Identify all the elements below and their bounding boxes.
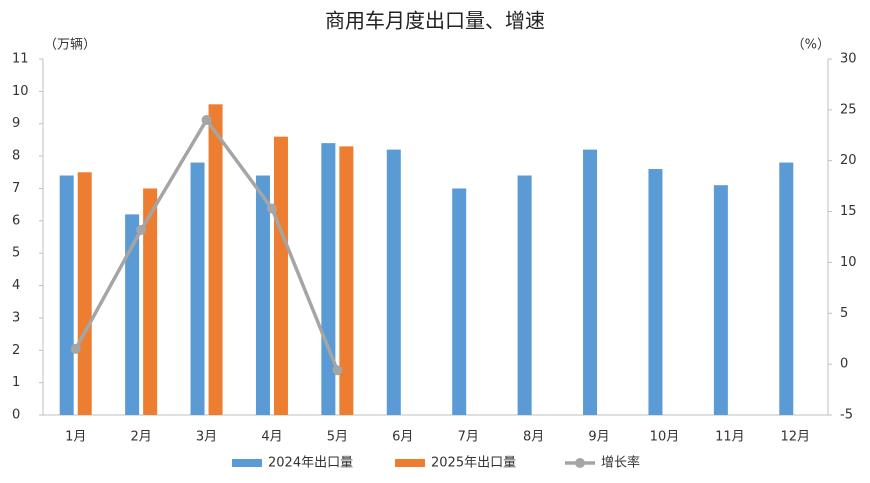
- line-point: [136, 224, 147, 235]
- bar: [208, 104, 223, 416]
- x-tick-label: 12月: [781, 430, 811, 445]
- y-tick-label: 4: [12, 278, 20, 293]
- bar: [77, 172, 92, 415]
- bar: [143, 188, 158, 415]
- y-tick-label: 2: [12, 343, 20, 358]
- y-tick-label: 0: [12, 408, 20, 423]
- bar: [583, 149, 598, 416]
- y-tick-label: 6: [12, 213, 20, 228]
- x-tick-label: 11月: [715, 430, 745, 445]
- y2-axis-label: （%）: [792, 38, 830, 53]
- bar: [779, 162, 794, 415]
- bar: [339, 146, 354, 415]
- bar: [321, 143, 336, 416]
- x-tick-label: 2月: [130, 430, 151, 445]
- legend-swatch: [395, 459, 425, 467]
- x-tick-label: 1月: [65, 430, 86, 445]
- y-tick-label: 8: [12, 149, 20, 164]
- y2-tick-label: 10: [840, 255, 857, 270]
- bar: [713, 185, 728, 415]
- bar: [59, 175, 74, 415]
- x-tick-label: 5月: [327, 430, 348, 445]
- y-axis-label: （万辆）: [44, 38, 96, 53]
- x-tick-label: 4月: [261, 430, 282, 445]
- legend-label: 2024年出口量: [268, 456, 353, 471]
- legend-label: 2025年出口量: [431, 456, 516, 471]
- y2-tick-label: 0: [840, 357, 848, 372]
- y2-tick-label: 15: [840, 204, 857, 219]
- bar: [517, 175, 532, 415]
- chart-title: 商用车月度出口量、增速: [325, 9, 545, 33]
- bar: [452, 188, 467, 415]
- y2-tick-label: 20: [840, 153, 857, 168]
- bar: [648, 169, 663, 415]
- x-tick-label: 7月: [458, 430, 479, 445]
- y-tick-label: 11: [12, 52, 29, 67]
- x-tick-label: 9月: [588, 430, 609, 445]
- y2-tick-label: 5: [840, 306, 848, 321]
- line-point: [70, 343, 81, 354]
- y-tick-label: 7: [12, 181, 20, 196]
- x-tick-label: 6月: [392, 430, 413, 445]
- legend-label: 增长率: [601, 455, 640, 471]
- bar: [255, 175, 270, 415]
- y2-tick-label: 25: [840, 102, 857, 117]
- x-tick-label: 3月: [196, 430, 217, 445]
- y-tick-label: 10: [12, 84, 29, 99]
- bar: [273, 136, 288, 415]
- bar: [386, 149, 401, 416]
- y-tick-label: 1: [12, 375, 20, 390]
- line-point: [201, 115, 212, 126]
- y-tick-label: 9: [12, 116, 20, 131]
- x-tick-label: 10月: [650, 430, 680, 445]
- x-tick-label: 8月: [523, 430, 544, 445]
- bar: [190, 162, 205, 415]
- y-tick-label: 3: [12, 310, 20, 325]
- line: [74, 116, 339, 371]
- legend-swatch: [575, 458, 585, 468]
- y-tick-label: 5: [12, 246, 20, 261]
- legend-swatch: [232, 459, 262, 467]
- line-point: [266, 203, 277, 214]
- y2-tick-label: 30: [840, 52, 857, 67]
- y2-tick-label: -5: [840, 408, 853, 423]
- bar: [125, 214, 140, 415]
- line-point: [332, 365, 343, 376]
